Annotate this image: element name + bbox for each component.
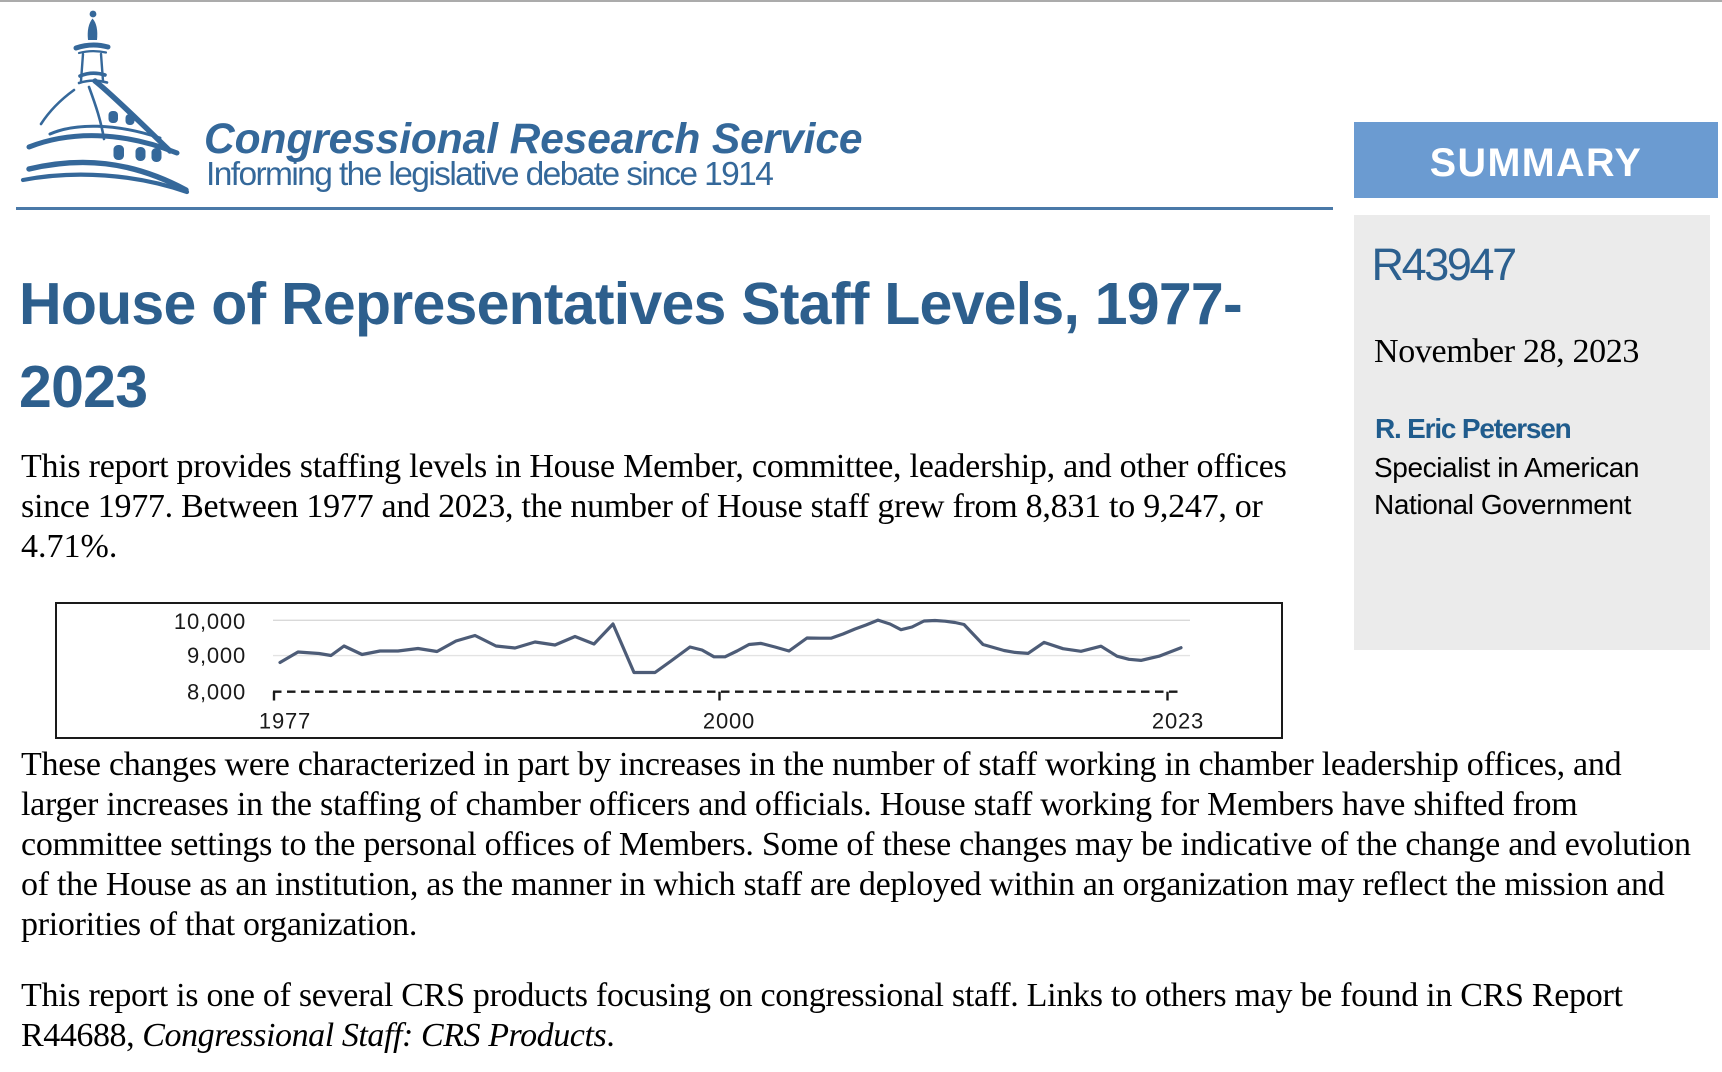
svg-text:1977: 1977 [259,709,311,734]
svg-text:10,000: 10,000 [174,609,246,634]
svg-text:2000: 2000 [703,709,755,734]
svg-text:2023: 2023 [1152,709,1204,734]
svg-text:9,000: 9,000 [187,643,246,668]
svg-text:8,000: 8,000 [187,680,246,705]
